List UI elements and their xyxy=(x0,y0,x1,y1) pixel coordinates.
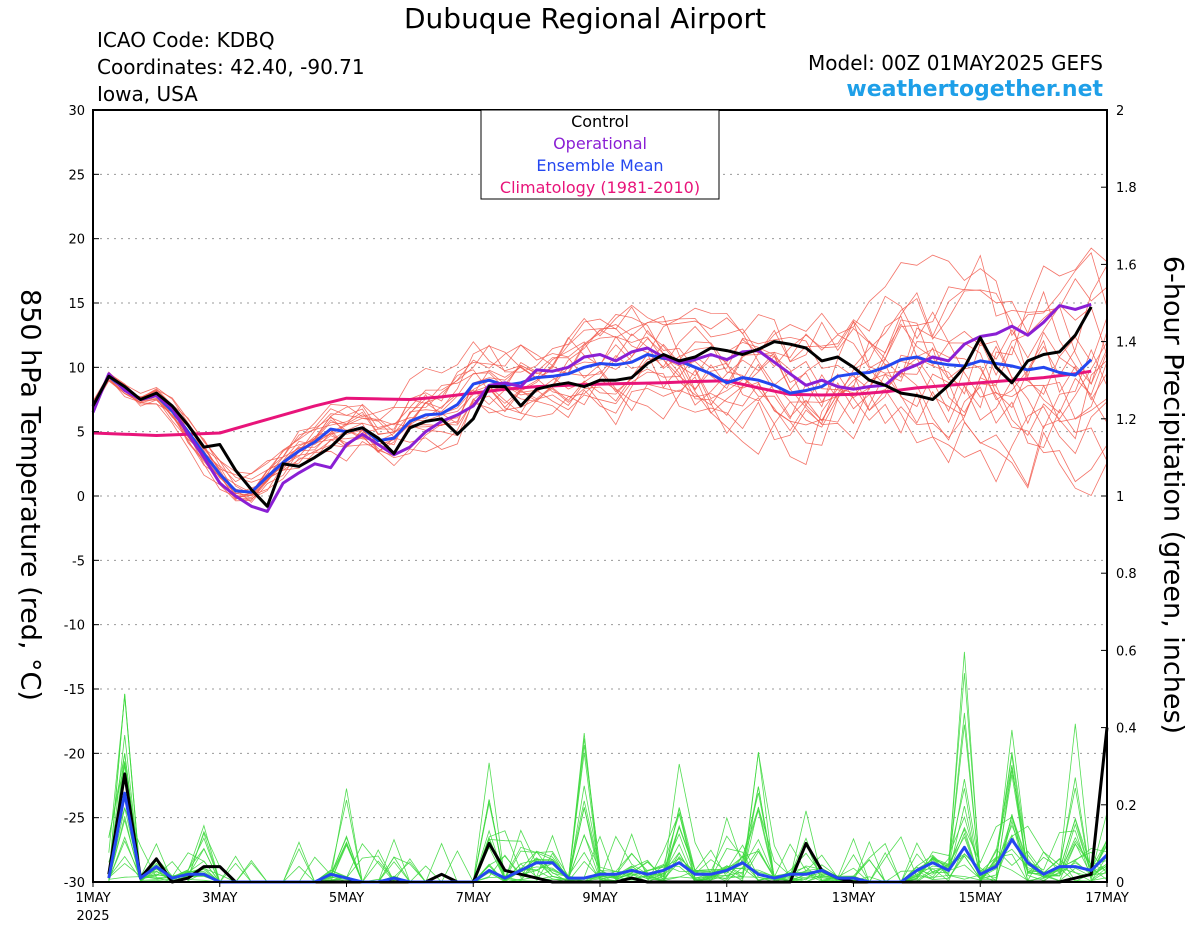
y-left-tick-label: 30 xyxy=(68,104,85,119)
temp-series-climatology-1981-2010 xyxy=(92,369,1092,437)
temperature-member-line xyxy=(92,339,1108,500)
temperature-member-line xyxy=(92,341,1108,498)
temperature-member-line xyxy=(92,295,1108,496)
location: Iowa, USA xyxy=(97,82,198,106)
y-right-tick-label: 2 xyxy=(1116,104,1124,119)
y-right-tick-label: 0.2 xyxy=(1116,799,1137,814)
temperature-member-line xyxy=(92,321,1108,498)
precipitation-member-line xyxy=(108,744,1108,883)
y-left-tick-label: 25 xyxy=(68,168,85,183)
legend-box xyxy=(480,109,720,200)
y-left-tick-label: 10 xyxy=(68,361,85,376)
temperature-member-line xyxy=(92,371,1108,503)
y-right-tick-label: 0.6 xyxy=(1116,644,1137,659)
y-right-tick-label: 1.4 xyxy=(1116,336,1137,351)
temp-series-control xyxy=(91,306,1093,508)
y-left-tick-label: 0 xyxy=(77,490,85,505)
temperature-member-line xyxy=(92,305,1108,494)
temperature-member-line xyxy=(92,288,1108,483)
coordinates: Coordinates: 42.40, -90.71 xyxy=(97,55,365,79)
y-left-tick-label: 20 xyxy=(68,233,85,248)
site-link[interactable]: weathertogether.net xyxy=(846,77,1103,102)
x-tick-label: 9MAY xyxy=(582,891,617,906)
y-left-tick-label: -10 xyxy=(64,619,85,634)
temperature-member-line xyxy=(92,315,1108,494)
y-right-tick-label: 1.6 xyxy=(1116,258,1137,273)
x-tick-label: 5MAY xyxy=(329,891,364,906)
x-tick-label: 11MAY xyxy=(705,891,749,906)
legend-item-ensemble-mean: Ensemble Mean xyxy=(536,156,663,175)
gridlines xyxy=(93,173,1107,819)
y-right-tick-label: 0 xyxy=(1116,876,1124,891)
model-run: Model: 00Z 01MAY2025 GEFS xyxy=(808,51,1103,75)
y-right-tick-label: 0.4 xyxy=(1116,722,1137,737)
y-right-tick-label: 0.8 xyxy=(1116,567,1137,582)
x-tick-label: 17MAY xyxy=(1085,891,1129,906)
highlighted-series xyxy=(91,302,1109,884)
legend-item-control: Control xyxy=(571,112,629,131)
temperature-member-line xyxy=(92,320,1108,475)
x-tick-label: 3MAY xyxy=(202,891,237,906)
temperature-member-line xyxy=(92,289,1108,501)
icao-code: ICAO Code: KDBQ xyxy=(97,28,275,52)
y-right-tick-label: 1.2 xyxy=(1116,413,1137,428)
axes: -30-25-20-15-10-505101520253000.20.40.60… xyxy=(64,104,1137,924)
temperature-member-line xyxy=(92,374,1108,496)
y-left-tick-label: -15 xyxy=(64,683,85,698)
y-left-tick-label: -25 xyxy=(64,812,85,827)
y-left-tick-label: -20 xyxy=(64,747,85,762)
chart-title: Dubuque Regional Airport xyxy=(403,2,766,35)
y-left-tick-label: -30 xyxy=(64,876,85,891)
y-left-tick-label: 15 xyxy=(68,297,85,312)
x-tick-label: 7MAY xyxy=(456,891,491,906)
legend-item-operational: Operational xyxy=(553,134,647,153)
y-right-tick-label: 1 xyxy=(1116,490,1124,505)
temperature-ensemble-members xyxy=(92,247,1108,503)
y-left-tick-label: 5 xyxy=(77,426,85,441)
temp-series-operational xyxy=(91,302,1092,513)
x-tick-label: 15MAY xyxy=(958,891,1002,906)
x-year-label: 2025 xyxy=(76,909,109,924)
precipitation-member-line xyxy=(108,651,1108,884)
legend-item-climatology-1981-2010: Climatology (1981-2010) xyxy=(500,178,700,197)
x-tick-label: 1MAY xyxy=(75,891,110,906)
precipitation-ensemble-members xyxy=(108,651,1108,884)
legend: Control Operational Ensemble Mean Climatolo… xyxy=(480,109,720,200)
y-left-tick-label: -5 xyxy=(72,554,85,569)
y-right-tick-label: 1.8 xyxy=(1116,181,1137,196)
x-tick-label: 13MAY xyxy=(832,891,876,906)
temperature-member-line xyxy=(92,254,1108,483)
